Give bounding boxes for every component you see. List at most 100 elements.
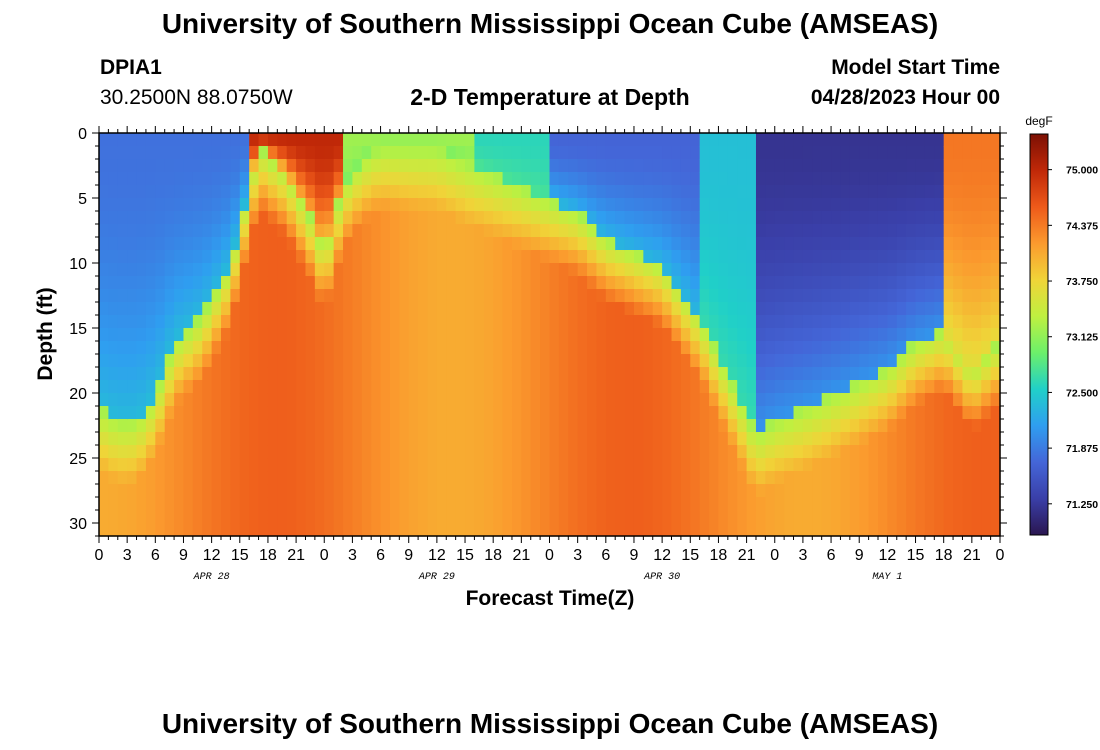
heatmap-cell — [765, 445, 776, 459]
heatmap-cell — [493, 315, 504, 329]
heatmap-cell — [343, 185, 354, 199]
heatmap-cell — [812, 471, 823, 485]
x-tick-label: 6 — [376, 547, 385, 564]
heatmap-cell — [324, 315, 335, 329]
heatmap-cell — [333, 237, 344, 251]
heatmap-cell — [962, 185, 973, 199]
heatmap-cell — [887, 315, 898, 329]
heatmap-cell — [305, 237, 316, 251]
heatmap-cell — [690, 198, 701, 212]
heatmap-cell — [455, 133, 466, 147]
heatmap-cell — [727, 172, 738, 186]
heatmap-cell — [624, 523, 635, 537]
heatmap-cell — [389, 133, 400, 147]
heatmap-cell — [493, 341, 504, 355]
heatmap-cell — [840, 432, 851, 446]
heatmap-cell — [361, 237, 372, 251]
heatmap-cell — [540, 497, 551, 511]
heatmap-cell — [587, 484, 598, 498]
heatmap-cell — [352, 211, 363, 225]
heatmap-cell — [727, 380, 738, 394]
heatmap-cell — [296, 263, 307, 277]
heatmap-cell — [718, 497, 729, 511]
heatmap-cell — [699, 198, 710, 212]
heatmap-cell — [605, 432, 616, 446]
heatmap-cell — [211, 354, 222, 368]
heatmap-cell — [737, 523, 748, 537]
y-tick-label: 10 — [69, 256, 87, 273]
heatmap-cell — [127, 159, 138, 173]
heatmap-cell — [174, 198, 185, 212]
heatmap-cell — [521, 419, 532, 433]
heatmap-cell — [211, 237, 222, 251]
heatmap-cell — [568, 393, 579, 407]
heatmap-cell — [361, 328, 372, 342]
heatmap-cell — [718, 432, 729, 446]
heatmap-cell — [183, 458, 194, 472]
heatmap-cell — [211, 367, 222, 381]
heatmap-cell — [99, 250, 109, 264]
heatmap-cell — [558, 172, 569, 186]
heatmap-cell — [915, 237, 926, 251]
heatmap-cell — [418, 198, 429, 212]
heatmap-cell — [802, 133, 813, 147]
heatmap-cell — [633, 471, 644, 485]
heatmap-cell — [690, 211, 701, 225]
heatmap-cell — [221, 276, 231, 290]
heatmap-cell — [587, 367, 598, 381]
heatmap-cell — [361, 471, 372, 485]
heatmap-cell — [465, 380, 476, 394]
heatmap-cell — [465, 510, 476, 524]
heatmap-cell — [821, 185, 832, 199]
heatmap-cell — [211, 445, 222, 459]
heatmap-cell — [849, 393, 860, 407]
heatmap-cell — [652, 289, 663, 303]
heatmap-cell — [258, 445, 269, 459]
heatmap-cell — [587, 211, 598, 225]
heatmap-cell — [455, 263, 466, 277]
heatmap-cell — [155, 133, 166, 147]
heatmap-cell — [962, 211, 973, 225]
heatmap-cell — [164, 523, 175, 537]
heatmap-cell — [549, 341, 560, 355]
heatmap-cell — [389, 159, 400, 173]
heatmap-cell — [765, 211, 776, 225]
heatmap-cell — [605, 380, 616, 394]
heatmap-cell — [99, 315, 109, 329]
heatmap-cell — [267, 380, 278, 394]
heatmap-cell — [192, 159, 203, 173]
heatmap-cell — [305, 484, 316, 498]
heatmap-cell — [849, 497, 860, 511]
heatmap-cell — [446, 237, 457, 251]
heatmap-cell — [840, 523, 851, 537]
heatmap-cell — [737, 458, 748, 472]
heatmap-cell — [953, 341, 964, 355]
heatmap-cell — [831, 367, 842, 381]
heatmap-cell — [324, 328, 335, 342]
heatmap-cell — [521, 185, 532, 199]
heatmap-cell — [737, 289, 748, 303]
heatmap-cell — [596, 289, 607, 303]
heatmap-cell — [840, 445, 851, 459]
heatmap-cell — [521, 133, 532, 147]
heatmap-cell — [192, 354, 203, 368]
heatmap-cell — [971, 159, 982, 173]
heatmap-cell — [258, 302, 269, 316]
heatmap-cell — [511, 263, 522, 277]
heatmap-cell — [333, 146, 344, 160]
heatmap-cell — [690, 367, 701, 381]
heatmap-cell — [99, 341, 109, 355]
heatmap-cell — [127, 341, 138, 355]
heatmap-cell — [249, 341, 260, 355]
heatmap-cell — [746, 419, 757, 433]
heatmap-cell — [352, 484, 363, 498]
heatmap-cell — [953, 484, 964, 498]
heatmap-cell — [239, 172, 250, 186]
heatmap-cell — [483, 224, 494, 238]
heatmap-cell — [943, 523, 954, 537]
heatmap-cell — [896, 289, 907, 303]
heatmap-cell — [502, 497, 513, 511]
heatmap-cell — [192, 484, 203, 498]
heatmap-cell — [352, 159, 363, 173]
heatmap-cell — [596, 393, 607, 407]
